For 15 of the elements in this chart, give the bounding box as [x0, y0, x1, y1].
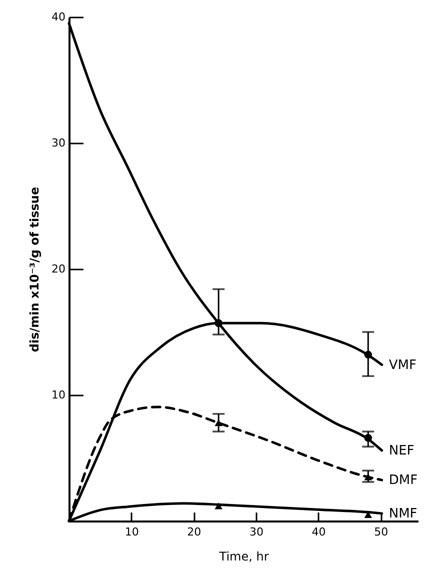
- y-tick-label: 30: [52, 136, 66, 150]
- x-tick-label: 20: [187, 526, 202, 538]
- series-label: DMF: [388, 473, 418, 488]
- x-axis-title: Time, hr: [218, 550, 269, 564]
- y-axis-title: dis/min x10⁻³/g of tissue: [28, 186, 42, 352]
- y-tick-label: 40: [52, 10, 66, 24]
- x-tick-label: 30: [249, 526, 264, 538]
- x-tick-label: 50: [374, 526, 388, 538]
- series-label: NEF: [388, 443, 414, 458]
- series-label: VMF: [388, 358, 416, 373]
- x-tick-label: 10: [124, 526, 139, 538]
- x-tick-label: 40: [312, 526, 326, 538]
- series-label: NMF: [388, 506, 418, 522]
- y-tick-label: 10: [52, 388, 66, 402]
- y-tick-label: 20: [52, 262, 66, 276]
